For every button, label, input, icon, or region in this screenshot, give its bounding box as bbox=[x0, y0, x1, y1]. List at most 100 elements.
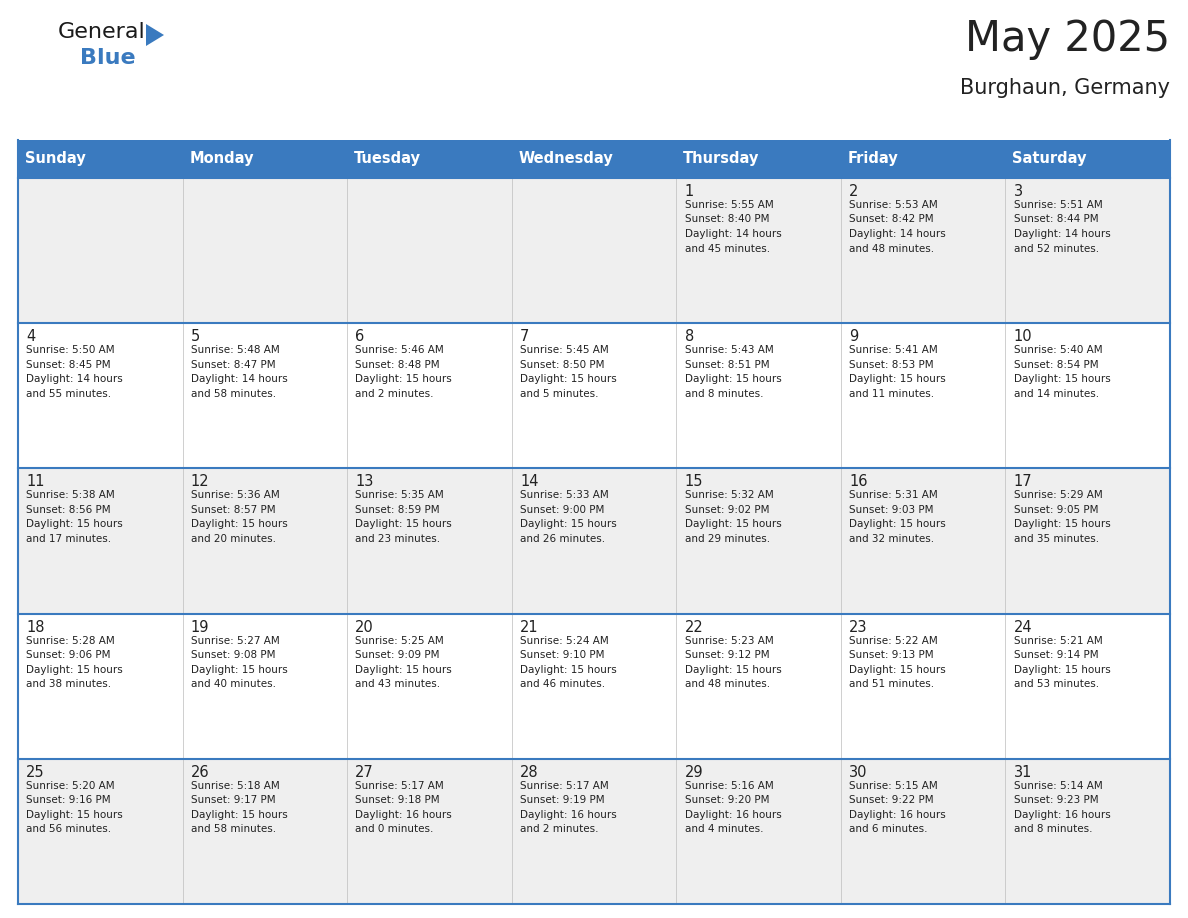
Bar bbox=[18, 468, 183, 613]
Text: Monday: Monday bbox=[189, 151, 254, 166]
Text: Sunset: 8:40 PM: Sunset: 8:40 PM bbox=[684, 215, 769, 225]
Text: 28: 28 bbox=[520, 765, 538, 779]
Text: Daylight: 14 hours: Daylight: 14 hours bbox=[26, 375, 124, 385]
Text: Sunset: 9:13 PM: Sunset: 9:13 PM bbox=[849, 650, 934, 660]
Text: Sunset: 9:06 PM: Sunset: 9:06 PM bbox=[26, 650, 110, 660]
Text: Tuesday: Tuesday bbox=[354, 151, 421, 166]
Text: 18: 18 bbox=[26, 620, 45, 634]
Text: Sunrise: 5:15 AM: Sunrise: 5:15 AM bbox=[849, 781, 937, 790]
Bar bbox=[1005, 613, 1170, 759]
Text: and 45 minutes.: and 45 minutes. bbox=[684, 243, 770, 253]
Bar bbox=[676, 613, 841, 759]
Text: Daylight: 16 hours: Daylight: 16 hours bbox=[355, 810, 453, 820]
Bar bbox=[347, 613, 512, 759]
Text: Sunrise: 5:35 AM: Sunrise: 5:35 AM bbox=[355, 490, 444, 500]
Text: Wednesday: Wednesday bbox=[518, 151, 613, 166]
Text: and 14 minutes.: and 14 minutes. bbox=[1013, 388, 1099, 398]
Text: Daylight: 15 hours: Daylight: 15 hours bbox=[1013, 665, 1111, 675]
Text: 27: 27 bbox=[355, 765, 374, 779]
Text: Daylight: 14 hours: Daylight: 14 hours bbox=[849, 229, 946, 239]
Text: 2: 2 bbox=[849, 184, 859, 199]
Text: and 6 minutes.: and 6 minutes. bbox=[849, 824, 928, 834]
Text: Blue: Blue bbox=[80, 48, 135, 68]
Text: 23: 23 bbox=[849, 620, 867, 634]
Text: and 48 minutes.: and 48 minutes. bbox=[849, 243, 934, 253]
Text: and 51 minutes.: and 51 minutes. bbox=[849, 679, 934, 689]
Text: Sunrise: 5:48 AM: Sunrise: 5:48 AM bbox=[191, 345, 279, 355]
Bar bbox=[841, 323, 1005, 468]
Text: Daylight: 14 hours: Daylight: 14 hours bbox=[191, 375, 287, 385]
Text: and 0 minutes.: and 0 minutes. bbox=[355, 824, 434, 834]
Text: Daylight: 16 hours: Daylight: 16 hours bbox=[849, 810, 946, 820]
Text: Sunrise: 5:55 AM: Sunrise: 5:55 AM bbox=[684, 200, 773, 210]
Text: Sunrise: 5:45 AM: Sunrise: 5:45 AM bbox=[520, 345, 608, 355]
Text: Saturday: Saturday bbox=[1012, 151, 1087, 166]
Bar bbox=[183, 323, 347, 468]
Text: Sunday: Sunday bbox=[25, 151, 86, 166]
Bar bbox=[18, 140, 1170, 178]
Bar bbox=[347, 468, 512, 613]
Text: Daylight: 15 hours: Daylight: 15 hours bbox=[849, 665, 946, 675]
Text: Sunrise: 5:29 AM: Sunrise: 5:29 AM bbox=[1013, 490, 1102, 500]
Text: Sunrise: 5:21 AM: Sunrise: 5:21 AM bbox=[1013, 635, 1102, 645]
Bar bbox=[512, 759, 676, 904]
Text: Sunset: 9:12 PM: Sunset: 9:12 PM bbox=[684, 650, 769, 660]
Text: Thursday: Thursday bbox=[683, 151, 759, 166]
Text: 9: 9 bbox=[849, 330, 859, 344]
Text: Sunrise: 5:36 AM: Sunrise: 5:36 AM bbox=[191, 490, 279, 500]
Text: Sunrise: 5:17 AM: Sunrise: 5:17 AM bbox=[520, 781, 608, 790]
Text: and 8 minutes.: and 8 minutes. bbox=[684, 388, 763, 398]
Text: Sunrise: 5:17 AM: Sunrise: 5:17 AM bbox=[355, 781, 444, 790]
Text: Daylight: 15 hours: Daylight: 15 hours bbox=[1013, 375, 1111, 385]
Text: Sunset: 8:54 PM: Sunset: 8:54 PM bbox=[1013, 360, 1098, 370]
Text: Sunset: 9:23 PM: Sunset: 9:23 PM bbox=[1013, 795, 1098, 805]
Text: and 32 minutes.: and 32 minutes. bbox=[849, 534, 934, 543]
Text: Daylight: 15 hours: Daylight: 15 hours bbox=[355, 665, 453, 675]
Text: Sunrise: 5:32 AM: Sunrise: 5:32 AM bbox=[684, 490, 773, 500]
Text: 24: 24 bbox=[1013, 620, 1032, 634]
Text: Daylight: 15 hours: Daylight: 15 hours bbox=[684, 375, 782, 385]
Text: Sunrise: 5:43 AM: Sunrise: 5:43 AM bbox=[684, 345, 773, 355]
Bar bbox=[512, 178, 676, 323]
Text: and 23 minutes.: and 23 minutes. bbox=[355, 534, 441, 543]
Text: 19: 19 bbox=[191, 620, 209, 634]
Text: Sunrise: 5:14 AM: Sunrise: 5:14 AM bbox=[1013, 781, 1102, 790]
Bar bbox=[1005, 178, 1170, 323]
Text: and 11 minutes.: and 11 minutes. bbox=[849, 388, 934, 398]
Bar bbox=[676, 468, 841, 613]
Text: Sunset: 9:03 PM: Sunset: 9:03 PM bbox=[849, 505, 934, 515]
Text: 30: 30 bbox=[849, 765, 867, 779]
Text: and 17 minutes.: and 17 minutes. bbox=[26, 534, 112, 543]
Text: Daylight: 15 hours: Daylight: 15 hours bbox=[191, 665, 287, 675]
Text: Sunrise: 5:46 AM: Sunrise: 5:46 AM bbox=[355, 345, 444, 355]
Text: and 35 minutes.: and 35 minutes. bbox=[1013, 534, 1099, 543]
Text: Sunset: 9:19 PM: Sunset: 9:19 PM bbox=[520, 795, 605, 805]
Text: Sunset: 9:09 PM: Sunset: 9:09 PM bbox=[355, 650, 440, 660]
Text: and 58 minutes.: and 58 minutes. bbox=[191, 824, 276, 834]
Text: Daylight: 15 hours: Daylight: 15 hours bbox=[849, 520, 946, 530]
Text: 5: 5 bbox=[191, 330, 200, 344]
Text: 4: 4 bbox=[26, 330, 36, 344]
Text: 10: 10 bbox=[1013, 330, 1032, 344]
Text: and 26 minutes.: and 26 minutes. bbox=[520, 534, 605, 543]
Text: Sunset: 9:00 PM: Sunset: 9:00 PM bbox=[520, 505, 605, 515]
Text: Sunset: 8:57 PM: Sunset: 8:57 PM bbox=[191, 505, 276, 515]
Text: Sunset: 9:10 PM: Sunset: 9:10 PM bbox=[520, 650, 605, 660]
Text: Sunset: 8:47 PM: Sunset: 8:47 PM bbox=[191, 360, 276, 370]
Text: Friday: Friday bbox=[847, 151, 898, 166]
Text: 14: 14 bbox=[520, 475, 538, 489]
Text: 6: 6 bbox=[355, 330, 365, 344]
Text: Sunset: 8:59 PM: Sunset: 8:59 PM bbox=[355, 505, 440, 515]
Text: Sunset: 8:48 PM: Sunset: 8:48 PM bbox=[355, 360, 440, 370]
Text: Sunrise: 5:51 AM: Sunrise: 5:51 AM bbox=[1013, 200, 1102, 210]
Text: General: General bbox=[58, 22, 146, 42]
Text: 22: 22 bbox=[684, 620, 703, 634]
Text: 29: 29 bbox=[684, 765, 703, 779]
Bar bbox=[512, 613, 676, 759]
Text: Sunset: 8:44 PM: Sunset: 8:44 PM bbox=[1013, 215, 1098, 225]
Text: Sunrise: 5:18 AM: Sunrise: 5:18 AM bbox=[191, 781, 279, 790]
Text: 26: 26 bbox=[191, 765, 209, 779]
Text: Sunset: 9:18 PM: Sunset: 9:18 PM bbox=[355, 795, 440, 805]
Text: and 53 minutes.: and 53 minutes. bbox=[1013, 679, 1099, 689]
Bar bbox=[841, 613, 1005, 759]
